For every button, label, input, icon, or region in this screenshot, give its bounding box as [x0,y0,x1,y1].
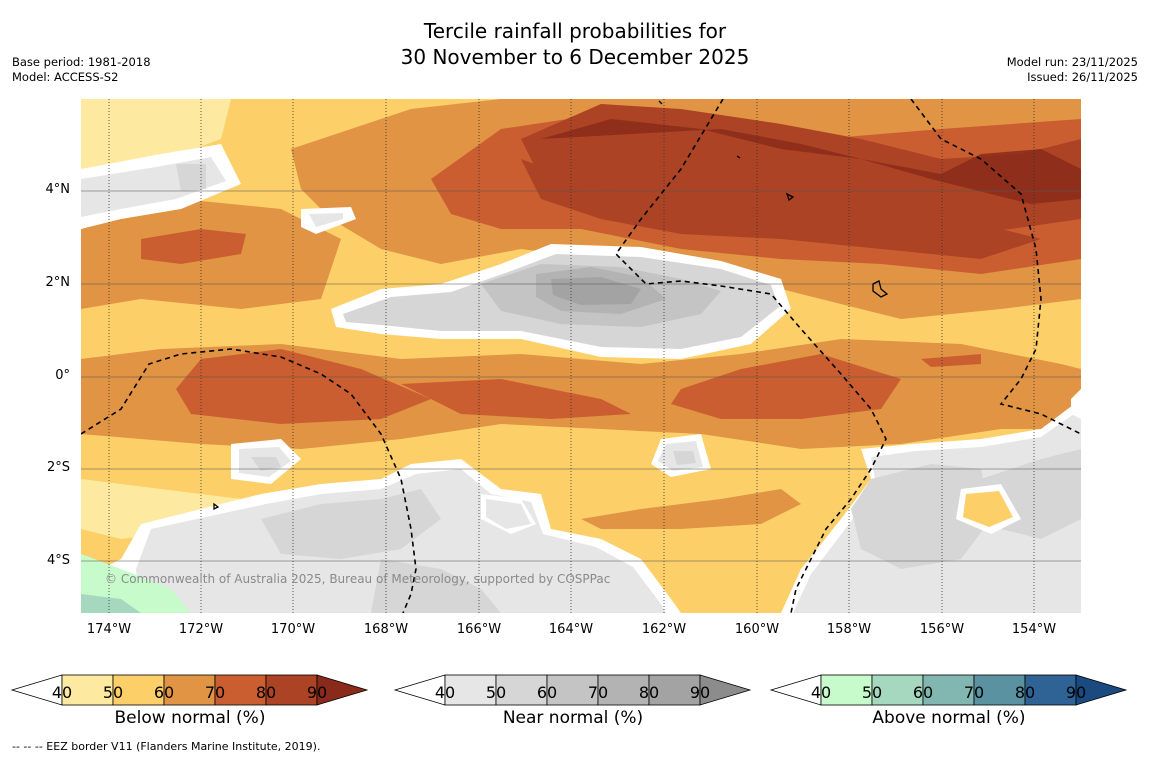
region-near-50 [176,164,206,191]
region-below-40 [81,99,231,179]
region-below-70 [141,229,246,264]
meta-left: Base period: 1981-2018 Model: ACCESS-S2 [12,55,151,85]
colorbar-swatch [648,674,701,706]
lon-label: 170°W [270,622,316,637]
colorbar-tick: 80 [638,683,660,702]
colorbar-swatch [820,674,873,706]
lon-label: 162°W [641,622,687,637]
lon-label: 156°W [919,622,965,637]
meta-right: Model run: 23/11/2025 Issued: 26/11/2025 [1007,55,1138,85]
colorbar-swatch [495,674,548,706]
colorbar-tick: 60 [536,683,558,702]
lon-label: 160°W [734,622,780,637]
colorbar-swatch [265,674,318,706]
colorbar-below [10,674,369,706]
lat-label: 2°N [45,275,71,290]
colorbar-swatch [163,674,216,706]
colorbar-tick: 50 [102,683,124,702]
colorbar-swatch [871,674,924,706]
colorbar-tick: 80 [255,683,277,702]
colorbar-tick: 50 [861,683,883,702]
region-above-50 [81,594,141,613]
colorbar-swatch [546,674,599,706]
lat-label: 4°N [45,182,71,197]
legend-title-above: Above normal (%) [872,708,1026,728]
colorbar-swatch-high [1075,674,1128,706]
region-near-40 [309,213,343,227]
colorbar-tick: 90 [689,683,711,702]
rainfall-map [81,99,1081,613]
colorbar-swatch [973,674,1026,706]
map-title: Tercile rainfall probabilities for 30 No… [0,18,1150,70]
title-line-1: Tercile rainfall probabilities for [423,19,727,43]
legend-title-near: Near normal (%) [502,708,644,728]
colorbar-near [393,674,752,706]
region-near-50 [371,559,501,613]
colorbar-swatch [61,674,114,706]
region-near-50 [261,489,441,559]
base-period: Base period: 1981-2018 [12,55,151,69]
region-near-50 [851,464,991,569]
colorbar-tick: 70 [963,683,985,702]
lon-label: 172°W [178,622,224,637]
near-normal-boundary [1071,389,1081,419]
issued-date: Issued: 26/11/2025 [1027,70,1138,84]
colorbar-swatch [444,674,497,706]
lon-label: 154°W [1011,622,1057,637]
islands [213,100,889,511]
model-run: Model run: 23/11/2025 [1006,55,1138,69]
lat-gridlines [81,190,1081,562]
colorbar-tick: 90 [1065,683,1087,702]
region-near-50 [673,451,696,465]
colorbar-tick: 40 [810,683,832,702]
colorbar-tick: 70 [204,683,226,702]
model-name: Model: ACCESS-S2 [12,70,119,84]
region-below-70 [921,354,981,367]
legend-title-below: Below normal (%) [114,708,266,728]
region-below-60 [581,489,801,529]
region-near-40 [486,499,531,529]
copyright-notice: © Commonwealth of Australia 2025, Bureau… [105,572,611,586]
lat-label: 2°S [46,460,70,475]
map-svg [81,99,1081,613]
colorbar-tick: 60 [912,683,934,702]
lon-label: 158°W [826,622,872,637]
region-below-70 [176,349,431,424]
colorbar-swatch-high [699,674,752,706]
lon-label: 174°W [86,622,132,637]
lon-label: 168°W [363,622,409,637]
region-below-80 [521,159,1041,259]
colorbar-tick: 60 [153,683,175,702]
eez-footnote: -- -- -- EEZ border V11 (Flanders Marine… [12,740,321,753]
colorbar-swatch-high [316,674,369,706]
lat-label: 4°S [46,553,70,568]
colorbar-above [769,674,1128,706]
lon-label: 166°W [456,622,502,637]
region-below-70 [671,354,901,419]
colorbar-swatch [922,674,975,706]
colorbar-tick: 80 [1014,683,1036,702]
colorbar-tick: 40 [434,683,456,702]
lon-label: 164°W [548,622,594,637]
eez-borders [81,99,1081,613]
colorbar-tick: 90 [306,683,328,702]
region-below-90 [541,119,1081,204]
colorbar-swatch [214,674,267,706]
colorbar-tick: 70 [587,683,609,702]
region-below-70 [401,379,631,419]
title-line-2: 30 November to 6 December 2025 [400,45,750,69]
colorbar-tick: 50 [485,683,507,702]
region-near-50 [251,457,281,471]
colorbar-tick: 40 [51,683,73,702]
colorbar-swatch [1024,674,1077,706]
lat-label: 0° [55,368,70,383]
region-below-50 [963,491,1013,527]
